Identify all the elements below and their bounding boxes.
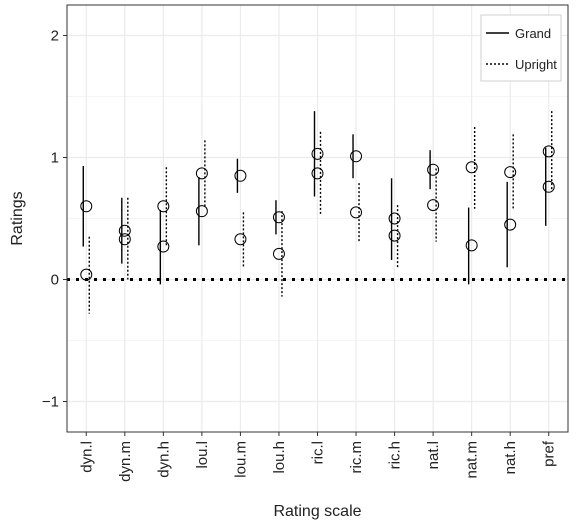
y-tick-label: 2 [51,28,59,45]
mean-point-grand [350,150,363,163]
x-tick-label: dyn.h [155,441,172,478]
mean-point-upright [465,161,478,174]
mean-point-upright [427,199,440,212]
legend: Grand Upright [480,14,562,82]
mean-point-grand [195,205,208,218]
mean-point-upright [311,167,324,180]
x-tick-label: nat.h [502,441,519,474]
legend-label-grand: Grand [515,26,551,41]
y-tick-label: 0 [51,272,59,289]
x-tick-label: ric.l [310,441,327,464]
mean-point-grand [80,200,93,213]
mean-point-grand [234,169,247,182]
mean-point-grand [311,147,324,160]
mean-point-upright [350,206,363,219]
mean-point-upright [195,167,208,180]
mean-point-grand [427,163,440,176]
legend-label-upright: Upright [515,57,557,72]
x-tick-label: nat.m [464,441,481,479]
mean-point-upright [157,200,170,213]
y-axis-title: Ratings [9,191,26,245]
x-ticks: dyn.l dyn.m dyn.h lou.l lou.m lou.h ric.l ric.m… [78,432,558,482]
x-tick-label: ric.h [387,441,404,469]
mean-point-grand [388,212,401,225]
y-tick-label: 1 [51,150,59,167]
mean-point-grand [157,240,170,253]
y-tick-label: −1 [42,394,59,411]
x-tick-label: lou.l [194,441,211,469]
x-tick-label: ric.m [348,441,365,474]
mean-point-upright [542,145,555,158]
x-tick-label: dyn.l [78,441,95,473]
mean-point-grand [118,224,131,237]
x-tick-label: dyn.m [117,441,134,482]
series [80,111,555,314]
mean-point-upright [80,268,93,281]
x-tick-label: lou.h [271,441,288,474]
mean-point-upright [504,166,517,179]
x-axis-title: Rating scale [273,503,361,520]
legend-box [480,14,562,82]
mean-point-upright [234,233,247,246]
mean-point-upright [388,229,401,242]
x-tick-label: nat.l [425,441,442,469]
mean-point-upright [272,247,285,260]
x-tick-label: lou.m [232,441,249,478]
mean-point-grand [465,239,478,252]
mean-point-grand [272,211,285,224]
y-ticks: −1 0 1 2 [42,28,67,411]
x-tick-label: pref [541,440,558,467]
mean-point-grand [504,218,517,231]
mean-point-grand [542,180,555,193]
mean-point-upright [118,233,131,246]
